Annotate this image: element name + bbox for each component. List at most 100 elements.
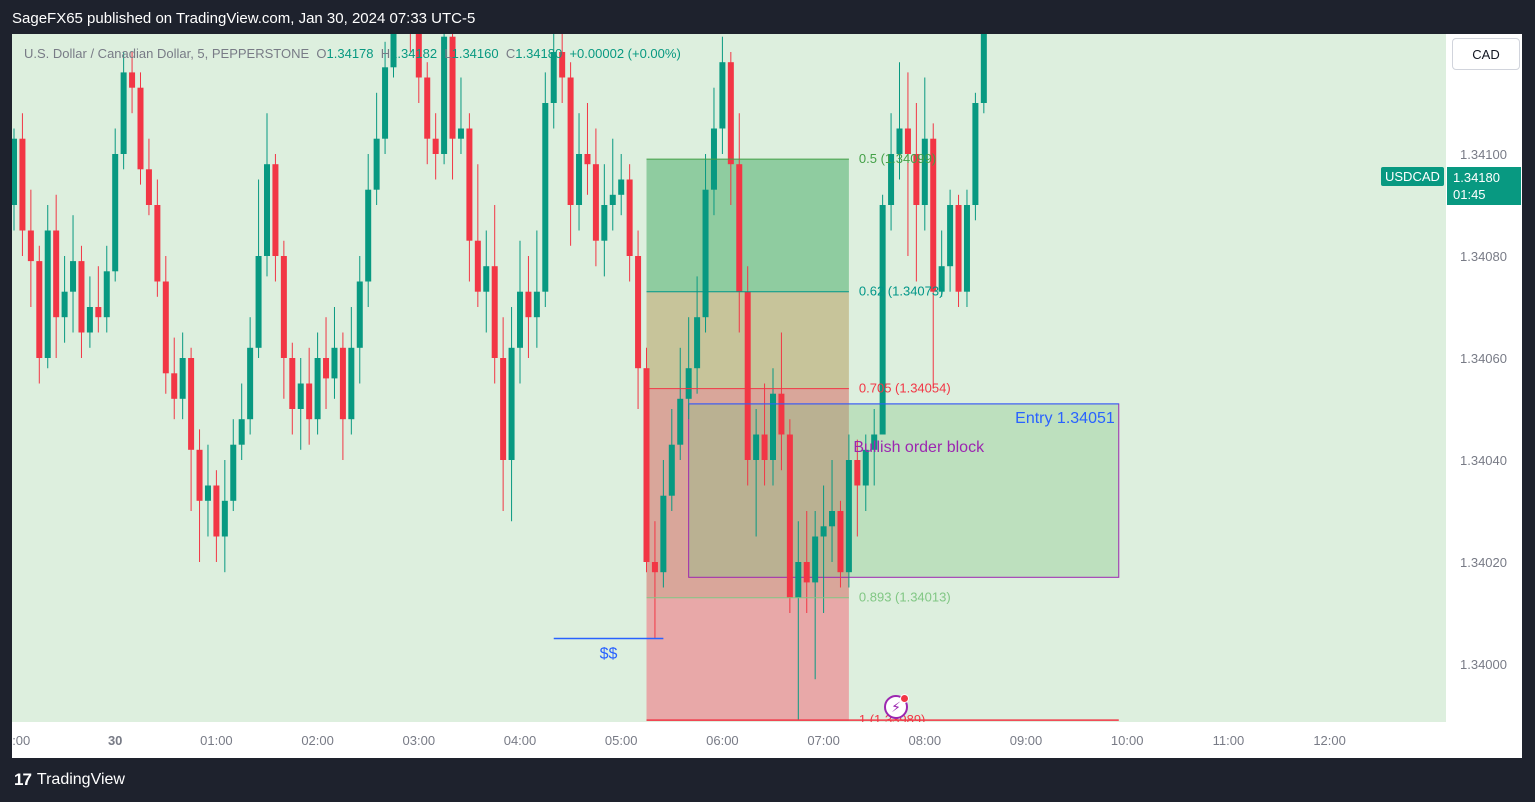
time-tick-label: 02:00 [301,733,334,748]
time-tick-label: 03:00 [403,733,436,748]
candle-body [761,434,768,460]
candle-body [727,62,734,165]
candle-body [921,138,928,205]
price-tick-label: 1.34060 [1460,351,1507,366]
candle-body [120,72,127,154]
open-value: 1.34178 [326,46,374,61]
candle-body [668,444,675,496]
candle-body [432,138,439,154]
candle-body [744,291,751,460]
candle-body [702,189,709,318]
low-label: L [444,46,452,61]
candle-body [221,500,228,537]
candle-body [736,164,743,292]
candle-body [365,189,372,282]
high-value: 1.34182 [390,46,438,61]
currency-button[interactable]: CAD [1452,38,1520,70]
candle-body [264,164,270,256]
candle-body [12,138,17,205]
change-value: +0.00002 (+0.00%) [569,46,681,61]
candle-body [323,358,330,379]
candle-body [483,266,490,292]
candle-body [27,230,34,262]
symbol-price-tag: USDCAD [1381,167,1444,186]
candle-body [474,240,481,292]
last-price-value: 1.34180 [1453,170,1500,185]
time-tick-label: 05:00 [605,733,638,748]
candle-body [466,128,473,241]
candle-body [888,154,895,205]
candle-body [196,449,203,501]
candle-body [550,52,557,103]
candle-body [70,261,77,292]
footer-brand: 17 TradingView [14,770,125,790]
candle-body [314,358,321,420]
candle-body [390,34,397,68]
time-tick-label: 30 [108,733,122,748]
candle-body [955,205,962,292]
time-tick-label: 23:00 [12,733,30,748]
candle-body [491,266,498,358]
candle-body [584,154,591,165]
candle-body [862,449,869,486]
price-chart[interactable]: 0 (1.34209)0.5 (1.34099)0.62 (1.34073)0.… [12,34,1522,758]
candle-body [179,358,186,399]
candle-body [626,179,633,256]
order-block-label: Bullish order block [853,439,985,456]
candle-body [778,393,785,435]
liquidity-label: $$ [600,646,618,663]
lightning-icon[interactable]: ⚡ [884,694,909,719]
candle-body [86,307,93,333]
candle-body [812,536,819,583]
candle-body [272,164,279,256]
ohlc-legend: U.S. Dollar / Canadian Dollar, 5, PEPPER… [24,46,681,61]
candle-body [660,495,667,573]
symbol-description: U.S. Dollar / Canadian Dollar, 5, PEPPER… [24,46,310,61]
candle-body [154,205,161,282]
candle-body [837,511,844,573]
candle-body [567,77,574,205]
candle-body [289,358,296,409]
candle-body [635,256,642,369]
candle-body [803,562,810,583]
candle-body [255,256,262,348]
candle-body [930,138,937,292]
fib-level-label: 0.893 (1.34013) [859,590,951,605]
candle-body [373,138,380,190]
candle-body [517,291,523,348]
candle-body [643,368,650,562]
candle-body [339,347,346,420]
candle-body [213,485,220,537]
candle-body [533,291,540,318]
candle-body [980,34,987,103]
candle-body [356,281,363,348]
candle-body [972,103,979,205]
candle-body [457,128,464,139]
candle-body [306,383,313,420]
candle-body [576,154,583,205]
close-value: 1.34180 [515,46,563,61]
candle-body [947,205,954,267]
candle-body [677,398,684,445]
candle-body [879,205,886,435]
candle-body [247,347,254,420]
candle-body [188,358,195,450]
notification-dot [900,694,909,703]
candle-body [820,526,827,537]
candle-body [871,434,878,450]
candle-body [382,67,389,139]
candle-body [280,256,287,358]
brand-name: TradingView [36,771,125,788]
candle-body [694,317,701,369]
candle-body [19,138,26,231]
candle-body [145,169,152,205]
price-axis [1446,34,1522,758]
entry-label: Entry 1.34051 [1015,410,1115,427]
candle-body [36,261,43,358]
price-tick-label: 1.34020 [1460,555,1507,570]
candle-body [129,72,136,88]
price-tick-label: 1.34000 [1460,657,1507,672]
bar-countdown: 01:45 [1453,187,1486,202]
candle-body [137,87,144,170]
candle-body [795,562,802,598]
